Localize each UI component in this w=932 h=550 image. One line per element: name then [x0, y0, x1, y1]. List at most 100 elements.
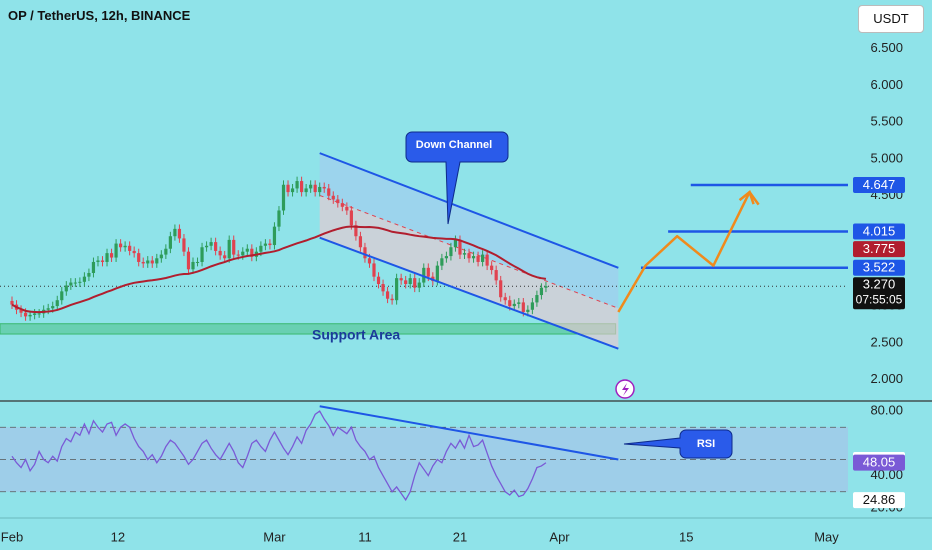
last-price-tag — [853, 277, 905, 310]
candle-body — [137, 253, 141, 262]
rsi-value-tag — [853, 454, 905, 471]
candle-body — [295, 181, 299, 189]
candle-body — [141, 261, 145, 264]
price-tick-label: 6.000 — [870, 77, 903, 92]
candle-body — [100, 260, 105, 262]
support-area-label: Support Area — [312, 327, 400, 343]
candle-body — [173, 228, 177, 237]
moving-average-line — [11, 225, 547, 314]
candle-body — [494, 270, 498, 281]
time-tick-label: 21 — [453, 529, 467, 544]
candle-body — [385, 291, 390, 299]
currency-button[interactable]: USDT — [858, 5, 924, 33]
channel-lower-fill — [319, 195, 619, 349]
candle-body — [318, 186, 322, 193]
candle-body — [322, 186, 326, 189]
candle-body — [277, 210, 281, 227]
candle-body — [349, 210, 353, 226]
candle-body — [290, 188, 295, 193]
candle-body — [467, 253, 471, 259]
candle-body — [399, 278, 403, 281]
time-tick-label: 15 — [679, 529, 693, 544]
channel-upper-fill — [319, 153, 619, 309]
candle-body — [164, 248, 168, 255]
candle-body — [78, 281, 82, 283]
candle-body — [313, 184, 317, 193]
channel-upper-line — [319, 152, 619, 269]
candle-body — [195, 261, 200, 263]
rsi-value-label: 48.05 — [863, 455, 896, 470]
candle-body — [535, 295, 539, 303]
candle-body — [23, 312, 28, 317]
candle-body — [526, 309, 530, 312]
candle-body — [390, 298, 394, 301]
candle-body — [159, 254, 163, 259]
projection-arrowhead — [738, 190, 755, 205]
candle-body — [449, 247, 453, 257]
price-level-label-tag — [853, 241, 905, 258]
candle-body — [499, 280, 503, 298]
candle-body — [481, 254, 485, 262]
candle-body — [539, 287, 544, 296]
candle-body — [96, 260, 100, 262]
candle-body — [422, 267, 426, 283]
candle-body — [109, 253, 114, 258]
candle-body — [227, 239, 231, 259]
candle-body — [132, 250, 136, 254]
candle-body — [530, 302, 534, 310]
candle-body — [105, 253, 109, 262]
projection-path — [617, 190, 760, 313]
candle-body — [186, 251, 191, 270]
candle-body — [91, 261, 96, 273]
time-tick-label: Feb — [1, 529, 23, 544]
candle-body — [218, 250, 222, 256]
candle-body — [123, 245, 127, 248]
candle-body — [458, 239, 462, 255]
candle-body — [245, 248, 249, 252]
price-level-label: 3.775 — [863, 241, 896, 256]
candle-body — [10, 300, 14, 305]
price-level-label-tag — [853, 223, 905, 240]
candle-body — [146, 260, 150, 264]
candle-body — [485, 254, 489, 266]
rsi-value-label: 24.86 — [863, 492, 896, 507]
candle-body — [182, 238, 186, 252]
candle-body — [119, 243, 123, 248]
rsi-tick-label: 80.00 — [870, 403, 903, 418]
candle-body — [300, 181, 304, 193]
last-price-label: 3.270 — [863, 277, 896, 292]
rsi-callout — [623, 429, 733, 459]
channel-lower-line — [319, 236, 619, 350]
candle-body — [236, 254, 240, 256]
candle-body — [358, 236, 363, 248]
candle-body — [517, 302, 521, 304]
candle-body — [512, 303, 516, 307]
price-level-label: 3.522 — [863, 260, 896, 275]
candle-body — [413, 278, 417, 288]
candle-body — [191, 261, 195, 270]
candle-body — [272, 226, 277, 246]
candle-body — [73, 282, 77, 284]
candle-body — [381, 284, 385, 292]
price-tick-label: 5.500 — [870, 114, 903, 129]
candle-body — [263, 243, 267, 246]
candle-body — [232, 239, 236, 255]
candle-body — [168, 236, 172, 249]
candle-body — [404, 280, 408, 285]
symbol-title: OP / TetherUS, 12h, BINANCE — [8, 8, 191, 23]
down-channel-callout — [405, 131, 509, 225]
candle-body — [336, 199, 340, 204]
lightning-icon-glyph — [622, 383, 629, 396]
rsi-line — [11, 410, 547, 502]
candle-body — [46, 308, 50, 310]
candle-body — [345, 206, 349, 211]
price-tick-label: 6.500 — [870, 40, 903, 55]
candle-body — [354, 225, 358, 237]
candle-body — [281, 184, 286, 211]
rsi-value-tag — [853, 492, 905, 509]
candle-body — [376, 276, 381, 285]
candle-body — [444, 256, 448, 259]
time-tick-label: Mar — [263, 529, 286, 544]
candle-body — [55, 300, 59, 307]
